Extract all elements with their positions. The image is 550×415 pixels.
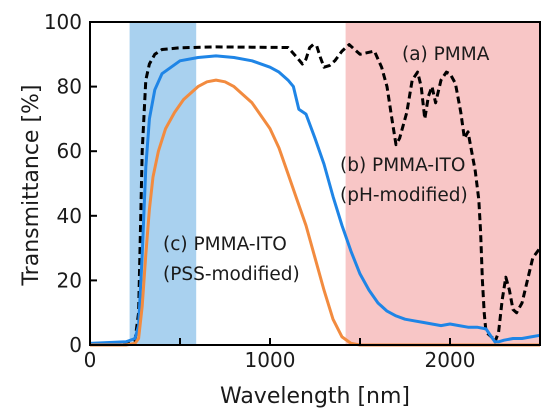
y-tick-label-1: 20 [57,268,82,292]
y-tick-label-5: 100 [44,10,82,34]
series-lines [89,43,542,347]
x-tick-label-0: 0 [84,348,97,372]
y-tick-label-4: 80 [57,75,82,99]
series-line-1 [89,54,541,345]
x-tick-label-1: 1000 [245,348,296,372]
shaded-regions [129,22,540,345]
y-tick-label-0: 0 [69,333,82,357]
series-label-1-line-1: (pH-modified) [340,185,468,206]
x-axis-title: Wavelength [nm] [220,384,410,409]
x-tick-label-2: 2000 [425,348,476,372]
series-label-0-line-0: (a) PMMA [402,44,490,65]
series-label-2-line-0: (c) PMMA-ITO [163,234,287,255]
tick-labels: 0 1000 2000 0 20 40 60 80 100 [44,10,476,372]
series-annotations: (a) PMMA (b) PMMA-ITO (pH-modified) (c) PMM… [163,44,490,285]
y-tick-label-2: 40 [57,204,82,228]
series-line-2 [90,78,540,347]
y-axis-title: Transmittance [%] [19,84,44,286]
series-label-2-line-1: (PSS-modified) [163,264,300,285]
shaded-region-1 [345,22,540,345]
plot-frame [89,21,541,346]
series-label-1-line-0: (b) PMMA-ITO [340,155,465,176]
y-tick-label-3: 60 [57,139,82,163]
